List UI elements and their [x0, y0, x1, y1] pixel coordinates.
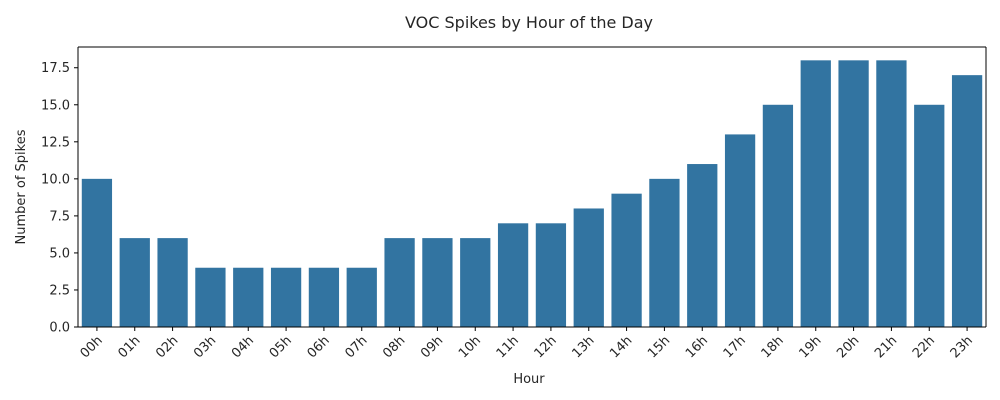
x-tick-label-13h: 13h: [569, 333, 597, 361]
bar-18h: [762, 104, 794, 327]
bar-10h: [460, 238, 491, 327]
bar-12h: [535, 223, 567, 327]
bar-15h: [649, 178, 680, 327]
x-tick-label-00h: 00h: [78, 333, 106, 361]
x-tick-label-11h: 11h: [494, 333, 522, 361]
bar-01h: [119, 238, 150, 327]
y-tick-label-0.0: 0.0: [49, 321, 70, 336]
y-axis: 0.0 2.5 5.0 7.5 10.0 12.5 15.0 17.5: [41, 61, 78, 336]
bar-09h: [422, 238, 453, 327]
bar-05h: [270, 267, 302, 327]
x-tick-label-15h: 15h: [645, 333, 673, 361]
y-tick-label-15.0: 15.0: [41, 98, 70, 113]
bar-16h: [687, 164, 718, 327]
x-tick-label-12h: 12h: [532, 333, 560, 361]
bars: [81, 60, 983, 328]
x-tick-label-04h: 04h: [229, 333, 257, 361]
x-axis-label: Hour: [513, 372, 545, 387]
x-tick-label-10h: 10h: [456, 333, 484, 361]
x-tick-label-16h: 16h: [683, 333, 711, 361]
bar-11h: [497, 223, 529, 327]
y-axis-label: Number of Spikes: [14, 129, 29, 244]
y-tick-label-10.0: 10.0: [41, 172, 70, 187]
bar-04h: [233, 267, 264, 327]
chart-title: VOC Spikes by Hour of the Day: [405, 13, 653, 32]
x-tick-label-01h: 01h: [115, 333, 143, 361]
bar-00h: [81, 178, 113, 327]
y-tick-label-12.5: 12.5: [41, 135, 70, 150]
y-tick-label-7.5: 7.5: [49, 209, 70, 224]
y-tick-label-5.0: 5.0: [49, 246, 70, 261]
x-tick-label-20h: 20h: [834, 333, 862, 361]
bar-02h: [157, 238, 188, 327]
x-tick-label-09h: 09h: [418, 333, 446, 361]
x-tick-label-07h: 07h: [342, 333, 370, 361]
bar-13h: [573, 208, 604, 327]
y-tick-label-17.5: 17.5: [41, 61, 70, 76]
x-tick-label-08h: 08h: [380, 333, 408, 361]
x-axis: 00h 01h 02h 03h 04h 05h 06h 07h 08h 09h 10h 11h 12h 1…: [78, 327, 976, 361]
bar-07h: [346, 267, 377, 327]
bar-14h: [611, 193, 642, 327]
bar-21h: [876, 60, 907, 327]
y-tick-label-2.5: 2.5: [49, 283, 70, 298]
x-tick-label-17h: 17h: [721, 333, 749, 361]
x-tick-label-03h: 03h: [191, 333, 219, 361]
bar-06h: [308, 267, 340, 327]
x-tick-label-19h: 19h: [796, 333, 824, 361]
bar-17h: [724, 134, 756, 327]
bar-08h: [384, 238, 415, 327]
x-tick-label-06h: 06h: [305, 333, 333, 361]
x-tick-label-21h: 21h: [872, 333, 900, 361]
bar-03h: [195, 267, 226, 327]
bar-22h: [914, 104, 945, 327]
x-tick-label-22h: 22h: [910, 333, 938, 361]
bar-23h: [951, 75, 983, 328]
x-tick-label-23h: 23h: [948, 333, 976, 361]
x-tick-label-18h: 18h: [759, 333, 787, 361]
bar-19h: [800, 60, 831, 327]
x-tick-label-05h: 05h: [267, 333, 295, 361]
x-tick-label-02h: 02h: [153, 333, 181, 361]
bar-20h: [838, 60, 869, 327]
x-tick-label-14h: 14h: [607, 333, 635, 361]
